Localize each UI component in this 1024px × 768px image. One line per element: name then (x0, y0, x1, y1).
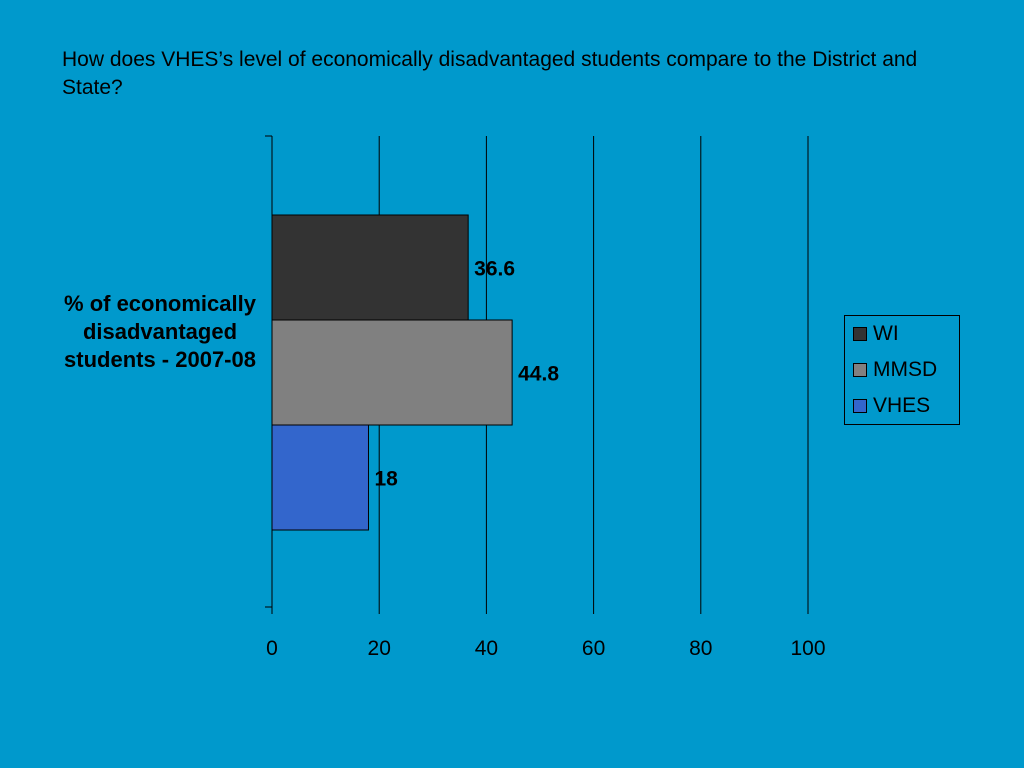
legend-swatch-wi (853, 327, 867, 341)
legend-label-vhes: VHES (873, 394, 931, 417)
data-label-mmsd: 44.8 (518, 363, 559, 386)
bar-mmsd (271, 319, 513, 426)
legend-item-wi: WI (853, 321, 899, 347)
legend-label-wi: WI (873, 322, 899, 345)
x-tick-label-60: 60 (582, 637, 605, 660)
bar-wi (271, 214, 469, 321)
bar-vhes (271, 424, 369, 531)
x-tick-label-100: 100 (790, 637, 825, 660)
x-tick-label-40: 40 (475, 637, 498, 660)
chart-title: How does VHES’s level of economically di… (62, 48, 918, 99)
x-tick-label-20: 20 (368, 637, 391, 660)
category-axis-label: % of economically disadvantaged students… (64, 291, 256, 372)
chart-legend: WI MMSD VHES (844, 315, 960, 425)
x-tick-label-80: 80 (689, 637, 712, 660)
legend-item-vhes: VHES (853, 393, 930, 419)
legend-swatch-mmsd (853, 363, 867, 377)
legend-item-mmsd: MMSD (853, 357, 937, 383)
data-label-vhes: 18 (374, 468, 398, 491)
x-tick-label-0: 0 (266, 637, 278, 660)
legend-label-mmsd: MMSD (873, 358, 938, 381)
legend-swatch-vhes (853, 399, 867, 413)
data-label-wi: 36.6 (474, 258, 515, 281)
